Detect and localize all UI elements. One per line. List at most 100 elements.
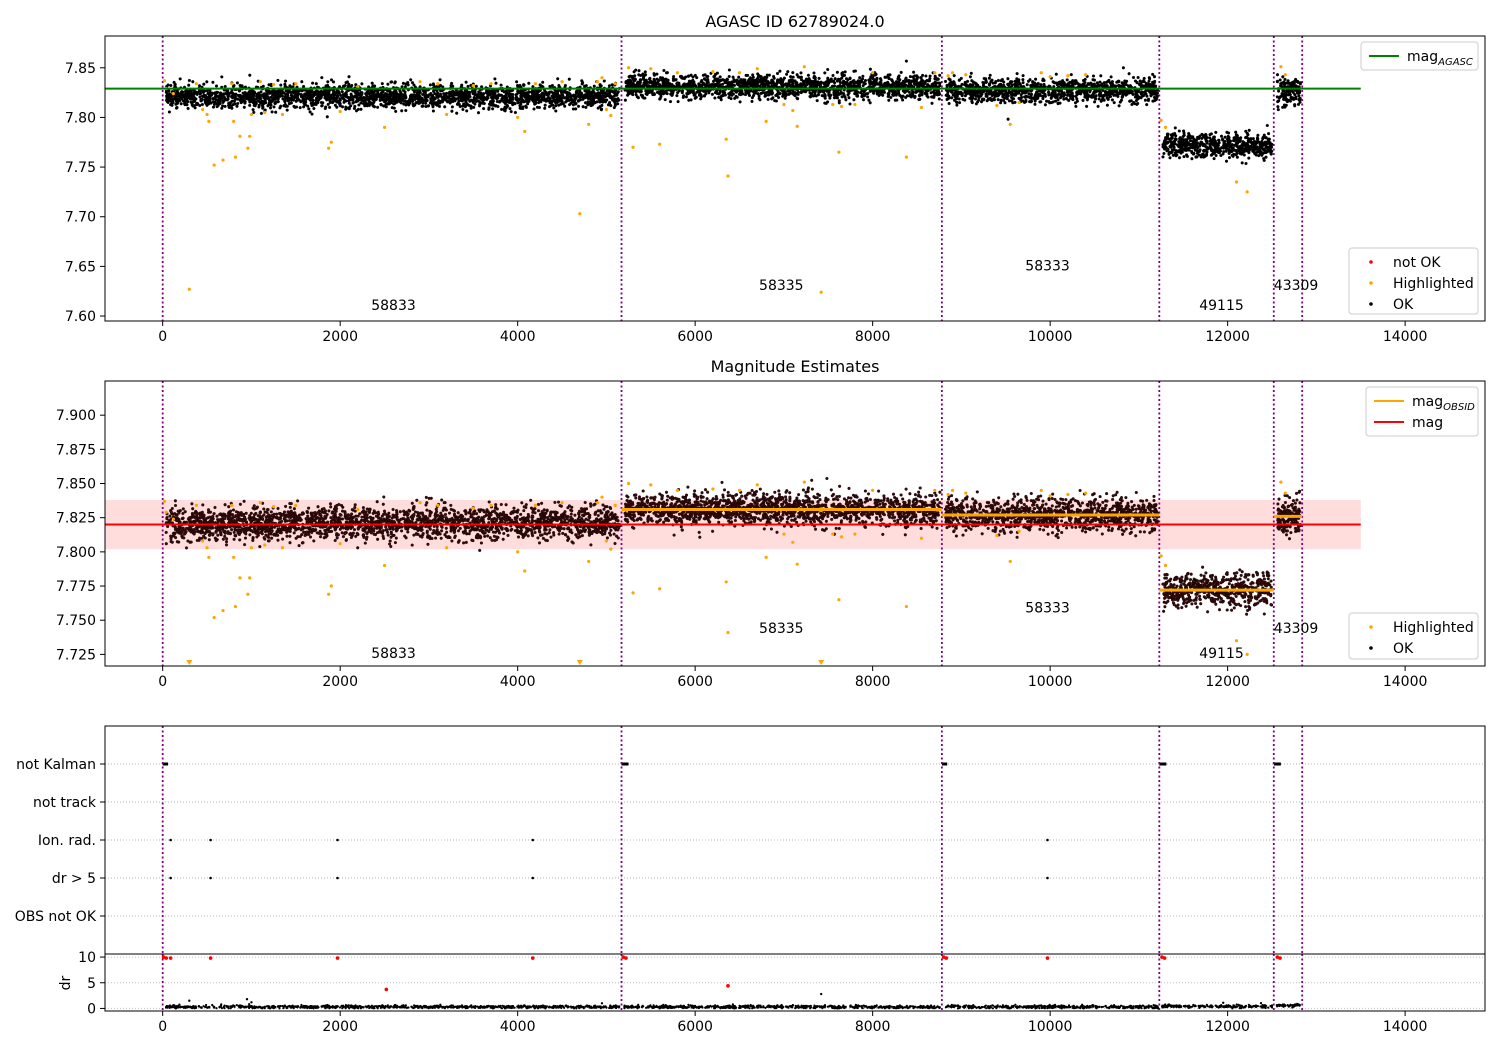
ok-point	[526, 92, 530, 96]
ok-point	[465, 109, 469, 113]
ok-point	[732, 80, 736, 84]
ok-point	[541, 95, 545, 99]
ok-point	[904, 59, 908, 63]
ok-point	[783, 90, 787, 94]
ok-point	[913, 95, 917, 100]
ok-point	[765, 75, 769, 79]
ok-point	[961, 97, 965, 101]
ok-point	[840, 71, 844, 75]
ok-point	[400, 96, 404, 100]
ok-point	[589, 98, 593, 102]
ok-point	[657, 83, 661, 87]
ok-point	[721, 82, 725, 86]
ok-point	[571, 103, 575, 107]
ok-point	[847, 91, 851, 95]
ok-point	[326, 80, 330, 84]
ok-point	[806, 73, 810, 77]
ok-point	[1128, 99, 1132, 103]
ok-point	[772, 74, 776, 79]
ok-point	[959, 84, 963, 88]
ok-point	[699, 84, 703, 88]
ok-point	[1023, 89, 1027, 93]
ok-point	[932, 90, 936, 94]
ok-point	[208, 91, 212, 95]
ok-point	[169, 83, 173, 88]
ok-point	[574, 107, 578, 111]
ok-point	[197, 84, 202, 88]
ok-point	[979, 100, 984, 104]
ok-point	[524, 99, 528, 103]
ok-point	[233, 95, 237, 99]
ok-point	[341, 96, 345, 100]
ok-point	[860, 77, 865, 81]
ok-point	[300, 80, 304, 84]
ok-point	[217, 94, 222, 98]
ok-point	[415, 96, 419, 100]
ok-point	[774, 85, 779, 89]
ok-point	[193, 106, 197, 110]
ok-point	[263, 96, 267, 101]
ok-point	[466, 90, 470, 94]
ok-point	[531, 92, 535, 96]
ok-point	[933, 77, 937, 81]
ok-point	[1029, 100, 1033, 104]
ok-point	[747, 93, 752, 98]
ok-point	[539, 100, 543, 104]
ok-point	[519, 100, 523, 105]
ok-point	[990, 78, 994, 82]
ok-point	[651, 82, 655, 86]
ok-point	[320, 104, 324, 108]
ok-point	[569, 94, 573, 98]
ok-point	[366, 89, 370, 93]
ok-point	[710, 92, 714, 96]
ok-point	[389, 98, 393, 102]
ok-point	[382, 104, 386, 108]
ok-point	[948, 82, 952, 86]
ok-point	[731, 75, 735, 79]
ok-point	[1117, 104, 1121, 108]
ok-point	[702, 94, 706, 98]
ok-point	[260, 99, 264, 103]
ok-point	[1054, 81, 1058, 85]
ok-point	[555, 101, 559, 105]
ok-point	[926, 89, 930, 93]
ok-point	[1146, 97, 1151, 101]
ok-point	[665, 71, 669, 75]
ok-point	[421, 101, 425, 105]
ok-point	[530, 96, 534, 100]
ok-point	[580, 94, 584, 98]
ok-point	[610, 83, 614, 87]
ok-point	[356, 92, 360, 96]
ok-point	[394, 93, 398, 97]
ok-point	[251, 108, 255, 112]
ok-point	[278, 94, 282, 98]
ok-point	[1095, 81, 1099, 85]
ok-point	[186, 100, 190, 104]
ok-point	[274, 110, 278, 114]
ok-point	[346, 84, 350, 88]
ok-point	[717, 92, 721, 96]
ok-point	[847, 96, 851, 100]
ok-point	[904, 95, 908, 100]
ok-point	[198, 91, 203, 95]
ok-point	[1148, 77, 1152, 81]
ok-point	[356, 107, 360, 111]
ok-point	[228, 101, 232, 105]
ok-point	[883, 81, 887, 85]
ok-point	[306, 104, 310, 108]
ok-point	[471, 90, 475, 94]
ok-point	[340, 90, 344, 94]
ok-point	[687, 98, 691, 102]
ok-point	[886, 83, 890, 87]
ok-point	[556, 89, 560, 93]
ok-point	[473, 102, 477, 106]
ok-point	[493, 91, 497, 95]
ok-point	[1026, 95, 1030, 99]
ok-point	[566, 97, 570, 101]
ok-point	[1045, 99, 1049, 103]
ok-point	[192, 91, 196, 95]
ok-point	[761, 91, 765, 95]
ok-point	[376, 105, 380, 109]
ok-point	[947, 101, 951, 106]
ok-point	[211, 80, 215, 84]
